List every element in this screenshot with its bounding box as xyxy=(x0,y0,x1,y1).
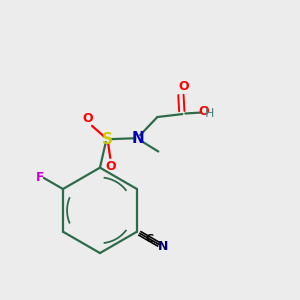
Text: O: O xyxy=(178,80,189,93)
Text: H: H xyxy=(205,107,214,120)
Text: O: O xyxy=(83,112,94,125)
Text: S: S xyxy=(102,132,113,147)
Text: O: O xyxy=(106,160,116,173)
Text: N: N xyxy=(132,131,145,146)
Text: F: F xyxy=(36,171,45,184)
Text: O: O xyxy=(198,105,208,118)
Text: C: C xyxy=(146,234,154,244)
Text: N: N xyxy=(158,240,169,253)
